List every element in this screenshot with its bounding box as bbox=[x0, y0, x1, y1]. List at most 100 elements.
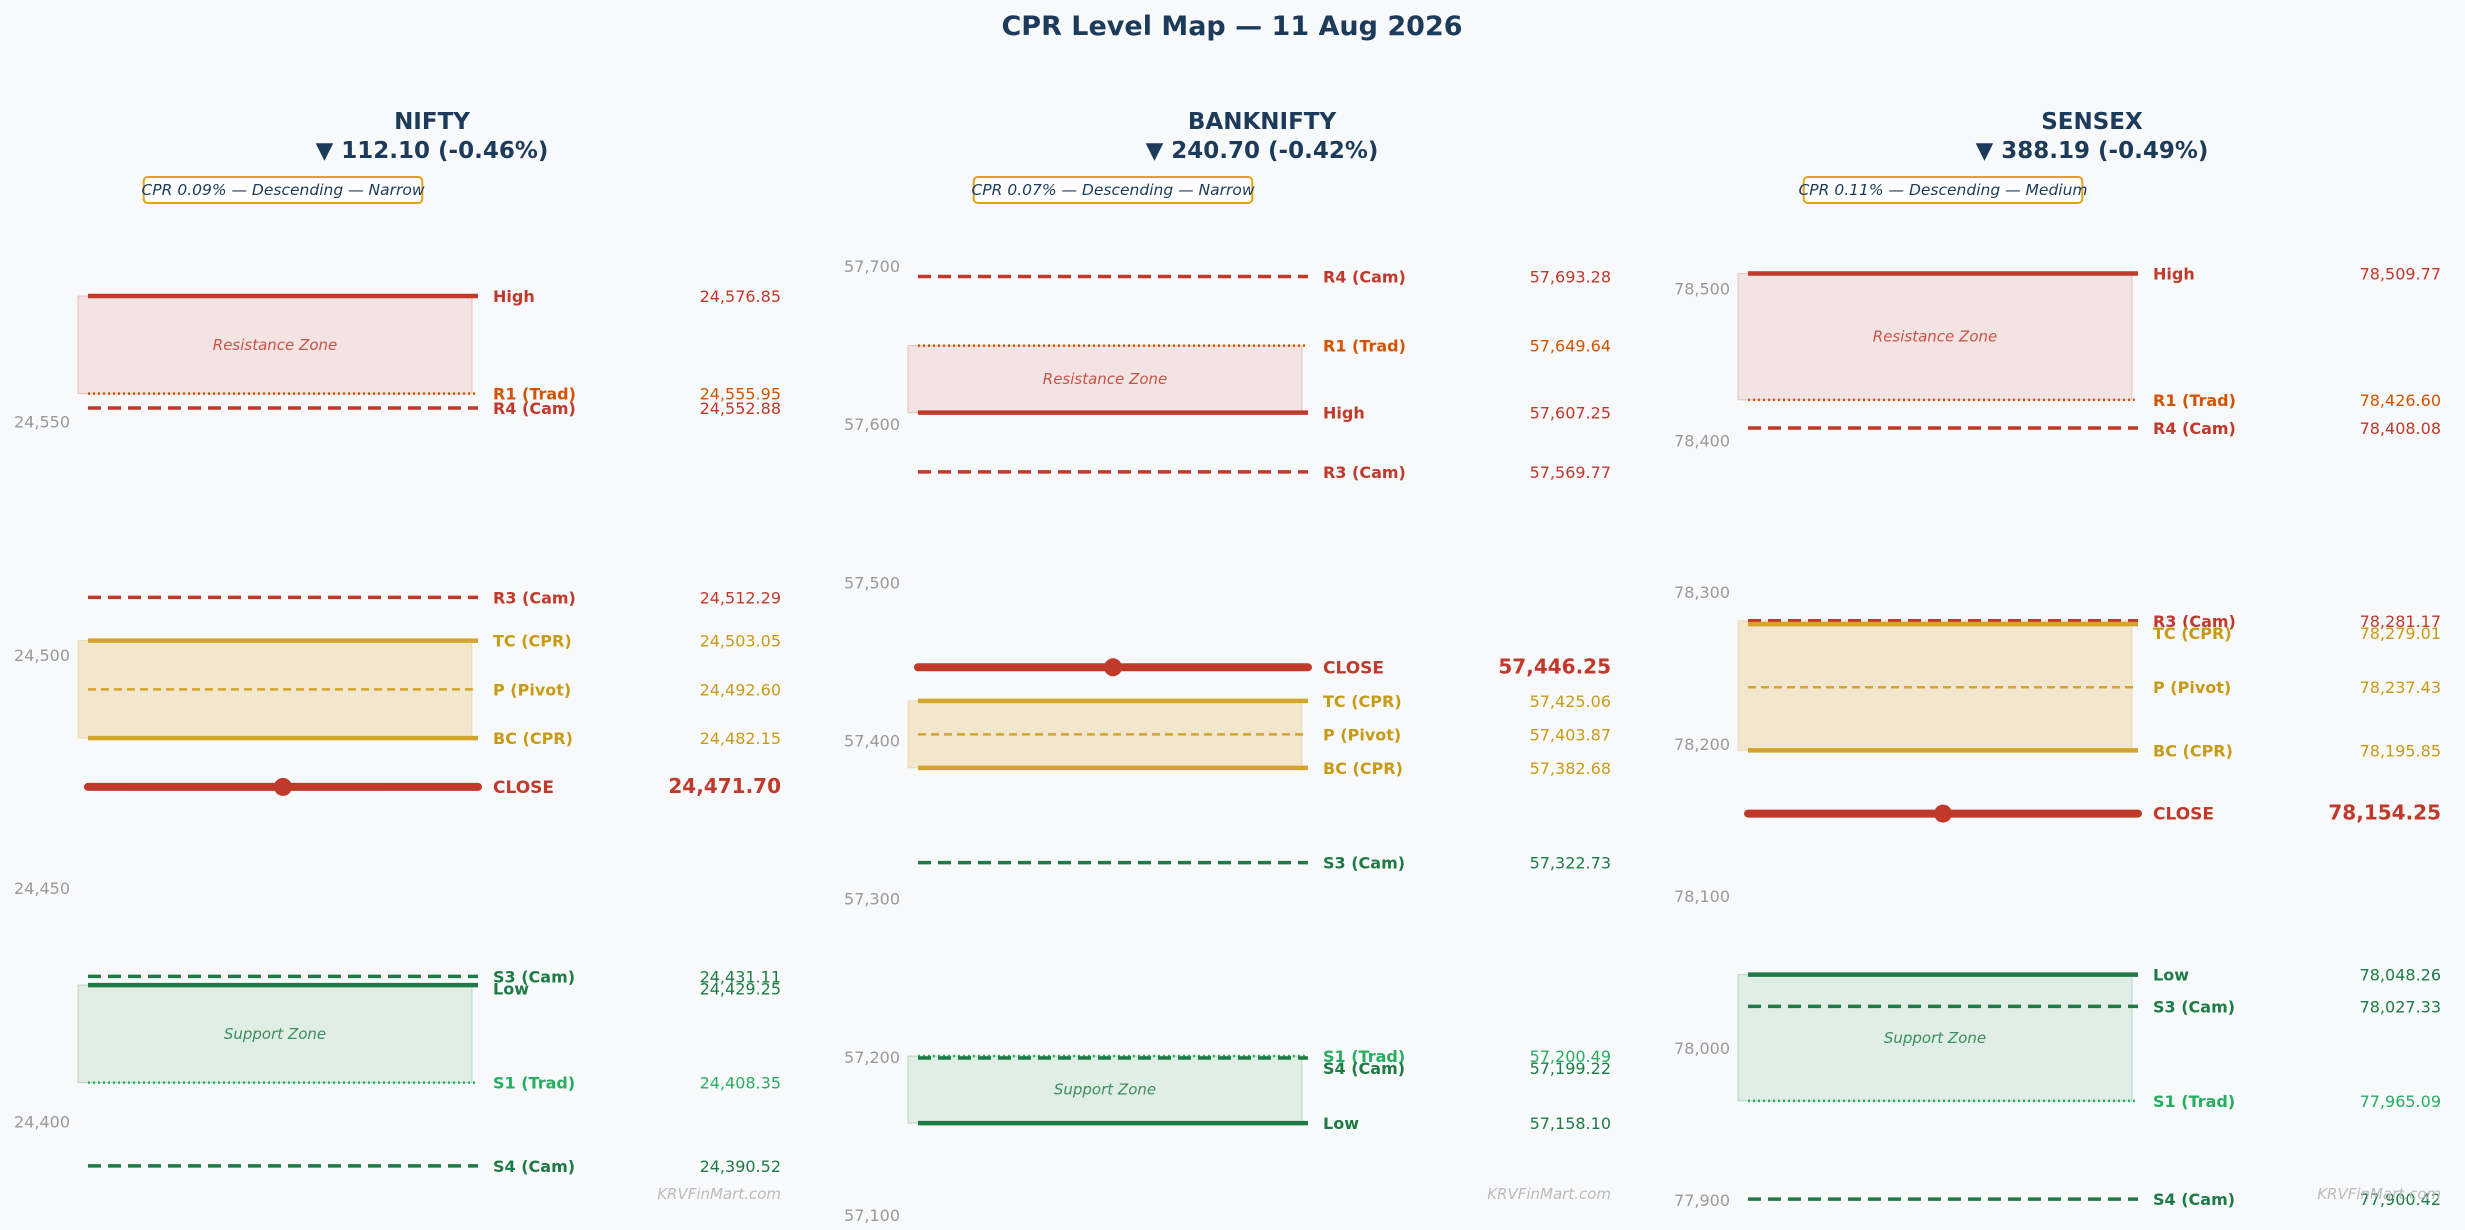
level-value-tc: 78,279.01 bbox=[2360, 624, 2441, 643]
level-value-s1t: 57,200.49 bbox=[1530, 1047, 1611, 1066]
support-zone-label: Support Zone bbox=[1884, 1029, 1986, 1047]
y-tick-label: 24,550 bbox=[14, 412, 70, 431]
level-label-tc: TC (CPR) bbox=[493, 632, 572, 651]
level-label-s4c: S4 (Cam) bbox=[1323, 1059, 1405, 1078]
y-tick-label: 24,450 bbox=[14, 879, 70, 898]
resistance-zone-label: Resistance Zone bbox=[1873, 328, 1997, 346]
level-label-r3c: R3 (Cam) bbox=[1323, 463, 1406, 482]
level-label-bc: BC (CPR) bbox=[2153, 741, 2233, 760]
level-value-r3c: 78,281.17 bbox=[2360, 612, 2441, 631]
level-value-close: 24,471.70 bbox=[668, 774, 781, 798]
y-tick-label: 78,200 bbox=[1674, 735, 1730, 754]
panel-title: NIFTY bbox=[394, 109, 470, 135]
y-tick-label: 57,300 bbox=[844, 890, 900, 909]
y-tick-label: 78,400 bbox=[1674, 431, 1730, 450]
y-tick-label: 57,100 bbox=[844, 1206, 900, 1225]
level-value-tc: 24,503.05 bbox=[700, 632, 781, 651]
level-value-low: 24,429.25 bbox=[700, 979, 781, 998]
cpr-badge-text: CPR 0.11% — Descending — Medium bbox=[1798, 181, 2087, 199]
y-tick-label: 57,700 bbox=[844, 257, 900, 276]
level-value-low: 78,048.26 bbox=[2360, 966, 2441, 985]
level-label-tc: TC (CPR) bbox=[2153, 624, 2232, 643]
cpr-badge-text: CPR 0.07% — Descending — Narrow bbox=[971, 181, 1254, 199]
panel-sensex: SENSEX ▼ 388.19 (-0.49%) CPR 0.11% — Desce… bbox=[1674, 109, 2441, 1210]
level-value-r4c: 24,552.88 bbox=[700, 399, 781, 418]
level-value-r3c: 57,569.77 bbox=[1530, 463, 1611, 482]
level-label-close: CLOSE bbox=[493, 778, 554, 798]
y-tick-label: 78,300 bbox=[1674, 583, 1730, 602]
close-marker bbox=[1934, 804, 1952, 823]
level-value-r3c: 24,512.29 bbox=[700, 588, 781, 607]
support-zone-label: Support Zone bbox=[224, 1025, 326, 1043]
watermark: KRVFinMart.com bbox=[657, 1185, 781, 1203]
level-label-close: CLOSE bbox=[2153, 805, 2214, 825]
level-label-tc: TC (CPR) bbox=[1323, 692, 1402, 711]
cpr-badge: CPR 0.07% — Descending — Narrow bbox=[971, 176, 1255, 204]
resistance-zone bbox=[77, 295, 473, 395]
level-label-s1t: S1 (Trad) bbox=[493, 1074, 575, 1093]
level-label-s3c: S3 (Cam) bbox=[1323, 854, 1405, 873]
level-value-low: 57,158.10 bbox=[1530, 1114, 1611, 1133]
level-label-low: Low bbox=[1323, 1114, 1359, 1133]
y-tick-label: 78,500 bbox=[1674, 279, 1730, 298]
panel-change: ▼ 388.19 (-0.49%) bbox=[1976, 138, 2209, 164]
level-label-r4c: R4 (Cam) bbox=[2153, 419, 2236, 438]
y-tick-label: 24,500 bbox=[14, 646, 70, 665]
resistance-zone-label: Resistance Zone bbox=[1043, 370, 1167, 388]
level-label-r4c: R4 (Cam) bbox=[493, 399, 576, 418]
level-label-high: High bbox=[2153, 265, 2195, 284]
level-label-close: CLOSE bbox=[1323, 658, 1384, 678]
level-label-s3c: S3 (Cam) bbox=[493, 967, 575, 986]
level-label-s3c: S3 (Cam) bbox=[2153, 997, 2235, 1016]
level-label-bc: BC (CPR) bbox=[493, 729, 573, 748]
support-zone-label: Support Zone bbox=[1054, 1081, 1156, 1099]
level-value-bc: 57,382.68 bbox=[1530, 759, 1611, 778]
level-value-p: 78,237.43 bbox=[2360, 678, 2441, 697]
y-tick-label: 57,600 bbox=[844, 415, 900, 434]
panel-banknifty: BANKNIFTY ▼ 240.70 (-0.42%) CPR 0.07% — De… bbox=[844, 109, 1611, 1225]
level-value-r1t: 24,555.95 bbox=[700, 385, 781, 404]
level-value-high: 78,509.77 bbox=[2360, 265, 2441, 284]
cpr-badge: CPR 0.09% — Descending — Narrow bbox=[141, 176, 425, 204]
level-label-high: High bbox=[1323, 404, 1365, 423]
close-marker bbox=[274, 777, 292, 796]
level-value-high: 57,607.25 bbox=[1530, 404, 1611, 423]
level-value-r1t: 57,649.64 bbox=[1530, 337, 1611, 356]
panels: NIFTY ▼ 112.10 (-0.46%) CPR 0.09% — Descen… bbox=[14, 109, 2441, 1225]
level-label-r4c: R4 (Cam) bbox=[1323, 268, 1406, 287]
level-label-s4c: S4 (Cam) bbox=[2153, 1190, 2235, 1209]
level-value-tc: 57,425.06 bbox=[1530, 692, 1611, 711]
level-value-s3c: 78,027.33 bbox=[2360, 997, 2441, 1016]
y-tick-label: 57,500 bbox=[844, 573, 900, 592]
level-label-r3c: R3 (Cam) bbox=[493, 588, 576, 607]
panel-title: SENSEX bbox=[2041, 109, 2143, 135]
level-value-s1t: 24,408.35 bbox=[700, 1074, 781, 1093]
y-tick-label: 78,100 bbox=[1674, 887, 1730, 906]
level-value-s1t: 77,965.09 bbox=[2360, 1092, 2441, 1111]
level-value-p: 24,492.60 bbox=[700, 680, 781, 699]
level-label-r1t: R1 (Trad) bbox=[2153, 391, 2236, 410]
panel-change: ▼ 240.70 (-0.42%) bbox=[1146, 138, 1379, 164]
level-label-r1t: R1 (Trad) bbox=[1323, 337, 1406, 356]
level-label-low: Low bbox=[2153, 966, 2189, 985]
level-label-s1t: S1 (Trad) bbox=[2153, 1092, 2235, 1111]
level-value-s3c: 24,431.11 bbox=[700, 967, 781, 986]
level-label-bc: BC (CPR) bbox=[1323, 759, 1403, 778]
level-label-s4c: S4 (Cam) bbox=[493, 1157, 575, 1176]
panel-nifty: NIFTY ▼ 112.10 (-0.46%) CPR 0.09% — Descen… bbox=[14, 109, 781, 1203]
level-value-bc: 24,482.15 bbox=[700, 729, 781, 748]
y-tick-label: 57,400 bbox=[844, 731, 900, 750]
close-marker bbox=[1104, 658, 1122, 677]
level-value-close: 78,154.25 bbox=[2328, 801, 2441, 825]
y-tick-label: 57,200 bbox=[844, 1048, 900, 1067]
level-label-r1t: R1 (Trad) bbox=[493, 385, 576, 404]
level-value-close: 57,446.25 bbox=[1498, 654, 1611, 678]
cpr-zone bbox=[1737, 620, 2133, 751]
cpr-badge-text: CPR 0.09% — Descending — Narrow bbox=[141, 181, 424, 199]
panel-title: BANKNIFTY bbox=[1188, 109, 1337, 135]
level-label-high: High bbox=[493, 287, 535, 306]
level-label-low: Low bbox=[493, 979, 529, 998]
level-label-p: P (Pivot) bbox=[1323, 725, 1401, 744]
y-tick-label: 78,000 bbox=[1674, 1039, 1730, 1058]
